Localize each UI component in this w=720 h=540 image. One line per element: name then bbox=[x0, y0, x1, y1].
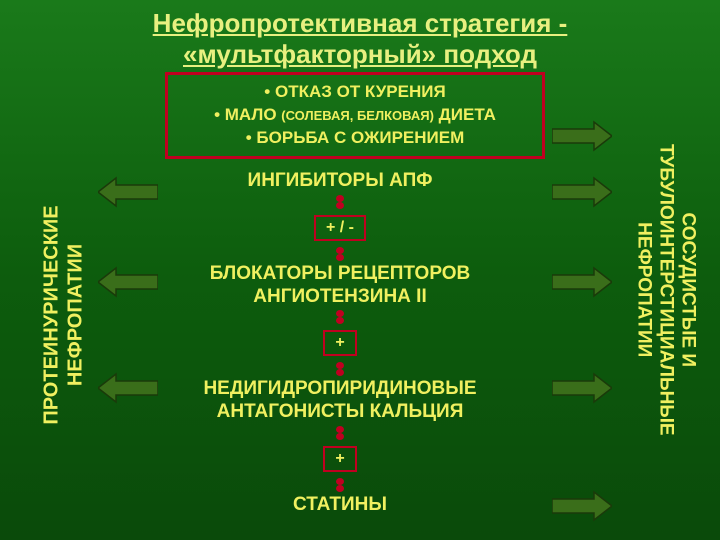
node-arb: БЛОКАТОРЫ РЕЦЕПТОРОВ АНГИОТЕНЗИНА II bbox=[210, 263, 471, 309]
slide-title: Нефропротективная стратегия - «мультфакт… bbox=[0, 0, 720, 72]
node-ccb: НЕДИГИДРОПИРИДИНОВЫЕ АНТАГОНИСТЫ КАЛЬЦИЯ bbox=[203, 378, 476, 424]
combiner-2: + bbox=[323, 330, 356, 356]
connector-dots bbox=[339, 310, 341, 324]
lifestyle-item-3: • БОРЬБА С ОЖИРЕНИЕМ bbox=[178, 127, 532, 150]
title-line2: «мультфакторный» подход bbox=[183, 39, 537, 69]
right-category-text: СОСУДИСТЫЕ И ТУБУЛОИНТЕРСТИЦИАЛЬНЫЕ НЕФР… bbox=[633, 144, 699, 436]
lifestyle-box: • ОТКАЗ ОТ КУРЕНИЯ • МАЛО (СОЛЕВАЯ, БЕЛК… bbox=[165, 72, 545, 159]
lifestyle-item-2: • МАЛО (СОЛЕВАЯ, БЕЛКОВАЯ) ДИЕТА bbox=[178, 104, 532, 127]
lifestyle-item-1: • ОТКАЗ ОТ КУРЕНИЯ bbox=[178, 81, 532, 104]
connector-dots bbox=[339, 247, 341, 261]
center-flow: ИНГИБИТОРЫ АПФ + / - БЛОКАТОРЫ РЕЦЕПТОРО… bbox=[155, 170, 525, 517]
arrow-left-icon bbox=[98, 176, 158, 208]
connector-dots bbox=[339, 362, 341, 376]
node-statin: СТАТИНЫ bbox=[293, 494, 387, 517]
arrow-left-icon bbox=[98, 266, 158, 298]
connector-dots bbox=[339, 195, 341, 209]
arrow-right-icon bbox=[552, 490, 612, 522]
title-line1: Нефропротективная стратегия - bbox=[153, 8, 568, 38]
combiner-3: + bbox=[323, 446, 356, 472]
arrow-left-icon bbox=[98, 372, 158, 404]
arrow-right-icon bbox=[552, 266, 612, 298]
connector-dots bbox=[339, 478, 341, 492]
left-category: ПРОТЕИНУРИЧЕСКИЕ НЕФРОПАТИИ bbox=[24, 170, 104, 460]
left-category-text: ПРОТЕИНУРИЧЕСКИЕ НЕФРОПАТИИ bbox=[40, 205, 88, 424]
arrow-right-icon bbox=[552, 120, 612, 152]
combiner-1: + / - bbox=[314, 215, 366, 241]
arrow-right-icon bbox=[552, 372, 612, 404]
connector-dots bbox=[339, 426, 341, 440]
arrow-right-icon bbox=[552, 176, 612, 208]
right-category: СОСУДИСТЫЕ И ТУБУЛОИНТЕРСТИЦИАЛЬНЫЕ НЕФР… bbox=[626, 80, 706, 500]
node-ace: ИНГИБИТОРЫ АПФ bbox=[248, 170, 433, 193]
